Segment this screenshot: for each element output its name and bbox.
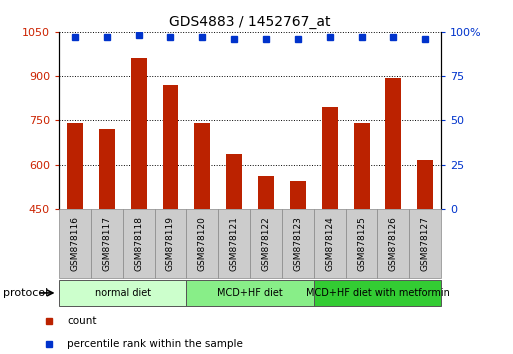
Bar xyxy=(290,181,306,209)
Text: GSM878121: GSM878121 xyxy=(230,216,239,271)
Bar xyxy=(226,154,242,209)
Bar xyxy=(163,85,179,209)
Text: percentile rank within the sample: percentile rank within the sample xyxy=(67,339,243,349)
Text: GSM878120: GSM878120 xyxy=(198,216,207,271)
Bar xyxy=(258,176,274,209)
Bar xyxy=(385,78,401,209)
Bar xyxy=(59,209,91,278)
Bar xyxy=(67,123,83,209)
Bar xyxy=(378,209,409,278)
Text: GSM878122: GSM878122 xyxy=(262,216,270,271)
Bar xyxy=(346,209,378,278)
Text: GSM878127: GSM878127 xyxy=(421,216,430,271)
Bar xyxy=(59,280,186,306)
Bar xyxy=(218,209,250,278)
Text: normal diet: normal diet xyxy=(94,288,151,298)
Text: GSM878116: GSM878116 xyxy=(70,216,80,271)
Text: GSM878119: GSM878119 xyxy=(166,216,175,271)
Bar xyxy=(123,209,154,278)
Bar xyxy=(314,280,441,306)
Bar xyxy=(186,280,314,306)
Text: MCD+HF diet with metformin: MCD+HF diet with metformin xyxy=(306,288,449,298)
Bar xyxy=(417,160,433,209)
Bar xyxy=(322,107,338,209)
Text: GSM878124: GSM878124 xyxy=(325,216,334,271)
Bar xyxy=(409,209,441,278)
Bar xyxy=(154,209,186,278)
Bar xyxy=(282,209,314,278)
Text: GSM878125: GSM878125 xyxy=(357,216,366,271)
Text: protocol: protocol xyxy=(3,288,48,298)
Bar xyxy=(194,123,210,209)
Text: count: count xyxy=(67,316,97,326)
Bar xyxy=(131,58,147,209)
Text: GSM878118: GSM878118 xyxy=(134,216,143,271)
Bar xyxy=(353,123,369,209)
Text: MCD+HF diet: MCD+HF diet xyxy=(217,288,283,298)
Bar xyxy=(99,129,115,209)
Bar xyxy=(186,209,218,278)
Text: GSM878126: GSM878126 xyxy=(389,216,398,271)
Text: GSM878123: GSM878123 xyxy=(293,216,302,271)
Bar xyxy=(314,209,346,278)
Title: GDS4883 / 1452767_at: GDS4883 / 1452767_at xyxy=(169,16,331,29)
Bar xyxy=(91,209,123,278)
Text: GSM878117: GSM878117 xyxy=(102,216,111,271)
Bar xyxy=(250,209,282,278)
